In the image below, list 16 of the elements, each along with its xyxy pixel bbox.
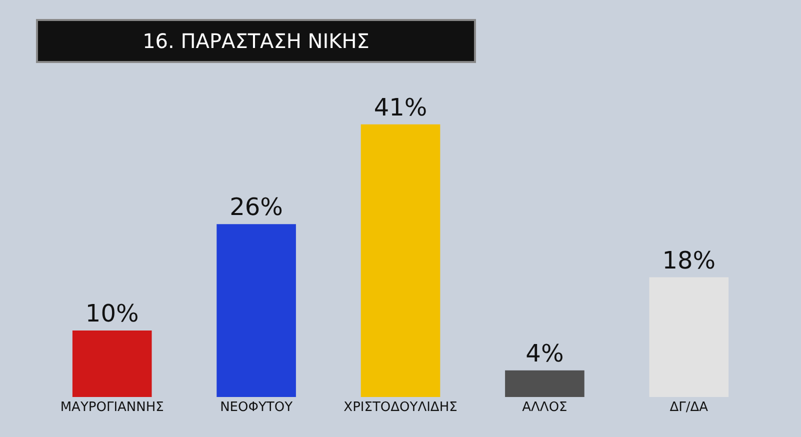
data-label: 26% [230,193,283,222]
data-label: 18% [662,246,716,274]
data-label: 4% [526,339,564,368]
x-tick-label: ΧΡΙΣΤΟΔΟΥΛΙΔΗΣ [344,400,458,415]
chart-title: 16. ΠΑΡΑΣΤΑΣΗ ΝΙΚΗΣ [142,29,370,53]
bar [72,330,152,397]
bar [505,370,584,397]
data-label: 41% [374,93,428,122]
bar [649,277,729,397]
x-tick-label: ΔΓ/ΔΑ [670,400,708,415]
bar [360,124,440,397]
x-tick-label: ΑΛΛΟΣ [522,400,568,415]
bar [216,224,296,397]
x-tick-label: ΝΕΟΦΥΤΟΥ [220,400,293,415]
x-tick-label: ΜΑΥΡΟΓΙΑΝΝΗΣ [60,400,164,415]
data-label: 10% [85,300,139,328]
